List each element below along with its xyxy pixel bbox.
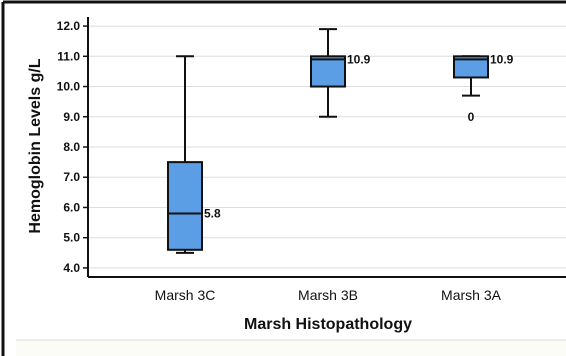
outlier-marker: 0 [468, 110, 475, 124]
y-tick-label: 11.0 [57, 49, 80, 63]
x-category-label: Marsh 3B [298, 287, 358, 303]
box-iqr [310, 55, 346, 88]
x-category-label: Marsh 3C [155, 287, 216, 303]
y-tick-label: 7.0 [63, 170, 80, 184]
box-iqr [453, 55, 489, 79]
y-tick-label: 8.0 [63, 140, 80, 154]
y-tick-label: 6.0 [63, 200, 80, 214]
box-group: 10.9 [310, 28, 371, 118]
x-axis-title: Marsh Histopathology [244, 316, 412, 333]
y-tick-label: 12.0 [57, 19, 81, 33]
box-iqr [167, 161, 203, 251]
y-tick-label: 10.0 [57, 80, 81, 94]
x-category-label: Marsh 3A [441, 287, 502, 303]
median-label: 10.9 [490, 52, 514, 66]
median-label: 5.8 [204, 207, 221, 221]
y-axis-title: Hemoglobin Levels g/L [27, 58, 44, 233]
box-series: 5.810.9 10.90 [167, 28, 514, 254]
y-tick-label: 5.0 [63, 231, 80, 245]
footer-band [16, 340, 566, 356]
median-label: 10.9 [347, 52, 371, 66]
box-group: 5.8 [167, 55, 221, 254]
y-tick-label: 4.0 [63, 261, 80, 275]
box-group: 10.90 [453, 52, 514, 124]
x-axis: Marsh 3C Marsh 3B Marsh 3A [88, 276, 566, 303]
y-tick-label: 9.0 [63, 110, 80, 124]
y-axis: 4.0 5.0 6.0 7.0 8.0 9.0 10.0 11.0 12.0 [57, 17, 89, 277]
